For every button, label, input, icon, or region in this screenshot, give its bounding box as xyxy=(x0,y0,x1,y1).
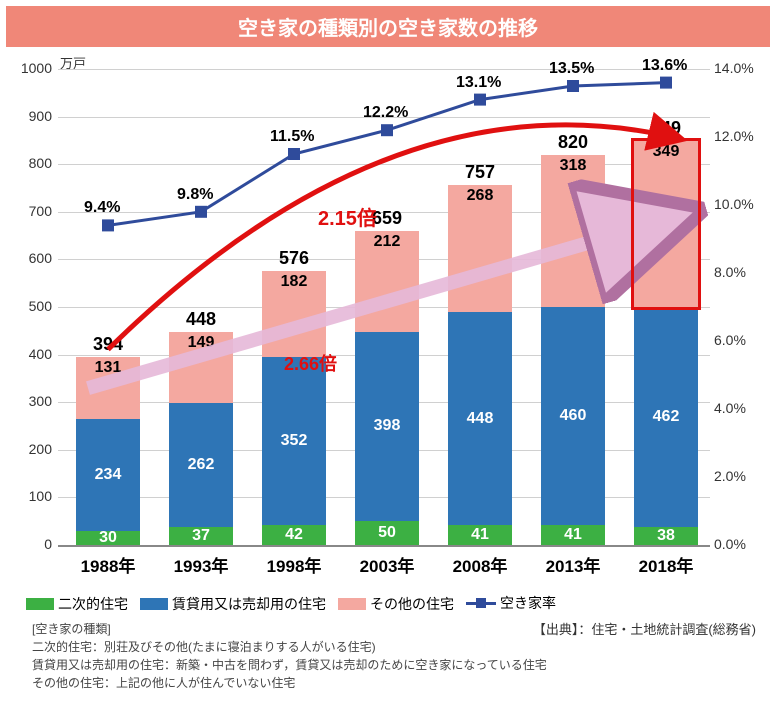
y-left-tick: 0 xyxy=(6,536,52,552)
seg-rental-sale: 234 xyxy=(76,419,140,530)
seg-secondary: 30 xyxy=(76,531,140,545)
legend: 二次的住宅 賃貸用又は売却用の住宅 その他の住宅 空き家率 xyxy=(26,593,770,614)
legend-label: 賃貸用又は売却用の住宅 xyxy=(172,594,326,614)
x-axis-label: 2003年 xyxy=(347,552,427,577)
seg-other: 182 xyxy=(262,271,326,358)
seg-other: 268 xyxy=(448,185,512,313)
seg-secondary: 50 xyxy=(355,521,419,545)
bar-group: 38462349849 xyxy=(634,69,698,545)
y-left-tick: 300 xyxy=(6,393,52,409)
bar-total-label: 576 xyxy=(262,248,326,269)
y-left-tick: 700 xyxy=(6,203,52,219)
y-left-tick: 500 xyxy=(6,298,52,314)
chart-title: 空き家の種類別の空き家数の推移 xyxy=(6,6,770,47)
y-left-tick: 600 xyxy=(6,250,52,266)
y-right-tick: 12.0% xyxy=(714,128,770,144)
bar-group: 50398212659 xyxy=(355,69,419,545)
bar-group: 41448268757 xyxy=(448,69,512,545)
y-right-tick: 14.0% xyxy=(714,60,770,76)
y-right-tick: 10.0% xyxy=(714,196,770,212)
seg-other: 212 xyxy=(355,231,419,332)
seg-rental-sale: 352 xyxy=(262,357,326,525)
y-left-tick: 800 xyxy=(6,155,52,171)
y-left-tick: 100 xyxy=(6,488,52,504)
rate-label: 9.8% xyxy=(177,186,213,204)
rate-label: 13.1% xyxy=(456,74,501,92)
legend-label: その他の住宅 xyxy=(370,594,454,614)
notes-line-1: 二次的住宅：別荘及びその他(たまに寝泊まりする人がいる住宅) xyxy=(32,638,770,656)
bar-group: 41460318820 xyxy=(541,69,605,545)
y-right-tick: 8.0% xyxy=(714,264,770,280)
legend-label: 二次的住宅 xyxy=(58,594,128,614)
y-right-tick: 4.0% xyxy=(714,400,770,416)
bar-group: 37262149448 xyxy=(169,69,233,545)
x-axis-label: 1998年 xyxy=(254,552,334,577)
x-axis-label: 1993年 xyxy=(161,552,241,577)
seg-rental-sale: 398 xyxy=(355,332,419,521)
y-left-tick: 1000 xyxy=(6,60,52,76)
bar-total-label: 394 xyxy=(76,334,140,355)
y-right-tick: 6.0% xyxy=(714,332,770,348)
seg-secondary: 37 xyxy=(169,527,233,545)
seg-other: 318 xyxy=(541,155,605,306)
annotation-multiplier-other: 2.66倍 xyxy=(284,350,337,376)
legend-label: 空き家率 xyxy=(500,593,556,613)
rate-label: 12.2% xyxy=(363,104,408,122)
legend-item-seg2: 賃貸用又は売却用の住宅 xyxy=(140,594,326,614)
seg-other: 131 xyxy=(76,357,140,419)
annotation-multiplier-total: 2.15倍 xyxy=(318,202,377,231)
bar-total-label: 849 xyxy=(634,118,698,139)
legend-item-seg1: 二次的住宅 xyxy=(26,594,128,614)
plot-area: 3023413139437262149448423521825765039821… xyxy=(58,69,710,545)
x-axis-label: 2018年 xyxy=(626,552,706,577)
rate-label: 13.5% xyxy=(549,60,594,78)
legend-item-line: 空き家率 xyxy=(466,593,556,613)
rate-label: 9.4% xyxy=(84,199,120,217)
legend-item-seg3: その他の住宅 xyxy=(338,594,454,614)
y-right-tick: 2.0% xyxy=(714,468,770,484)
notes-line-2: 賃貸用又は売却用の住宅：新築・中古を問わず，賃貸又は売却のために空き家になってい… xyxy=(32,656,770,674)
seg-other: 349 xyxy=(634,141,698,307)
seg-secondary: 38 xyxy=(634,527,698,545)
seg-rental-sale: 460 xyxy=(541,307,605,526)
seg-rental-sale: 462 xyxy=(634,307,698,527)
y-left-tick: 900 xyxy=(6,108,52,124)
seg-secondary: 42 xyxy=(262,525,326,545)
bar-total-label: 820 xyxy=(541,132,605,153)
rate-label: 13.6% xyxy=(642,57,687,75)
source-citation: 【出典】：住宅・土地統計調査(総務省) xyxy=(533,620,756,640)
y-left-tick: 200 xyxy=(6,441,52,457)
y-right-tick: 0.0% xyxy=(714,536,770,552)
notes-line-3: その他の住宅：上記の他に人が住んでいない住宅 xyxy=(32,674,770,692)
bar-group: 30234131394 xyxy=(76,69,140,545)
seg-rental-sale: 262 xyxy=(169,403,233,528)
x-axis-label: 1988年 xyxy=(68,552,148,577)
notes-block: 【出典】：住宅・土地統計調査(総務省) [空き家の種類] 二次的住宅：別荘及びそ… xyxy=(32,620,770,692)
bar-total-label: 757 xyxy=(448,162,512,183)
chart-area: 万戸 01002003004005006007008009001000 0.0%… xyxy=(6,51,770,591)
y-left-tick: 400 xyxy=(6,346,52,362)
seg-rental-sale: 448 xyxy=(448,312,512,525)
seg-secondary: 41 xyxy=(448,525,512,545)
x-axis-label: 2008年 xyxy=(440,552,520,577)
seg-other: 149 xyxy=(169,332,233,403)
seg-secondary: 41 xyxy=(541,525,605,545)
x-axis-label: 2013年 xyxy=(533,552,613,577)
rate-label: 11.5% xyxy=(270,128,314,146)
bar-total-label: 448 xyxy=(169,309,233,330)
